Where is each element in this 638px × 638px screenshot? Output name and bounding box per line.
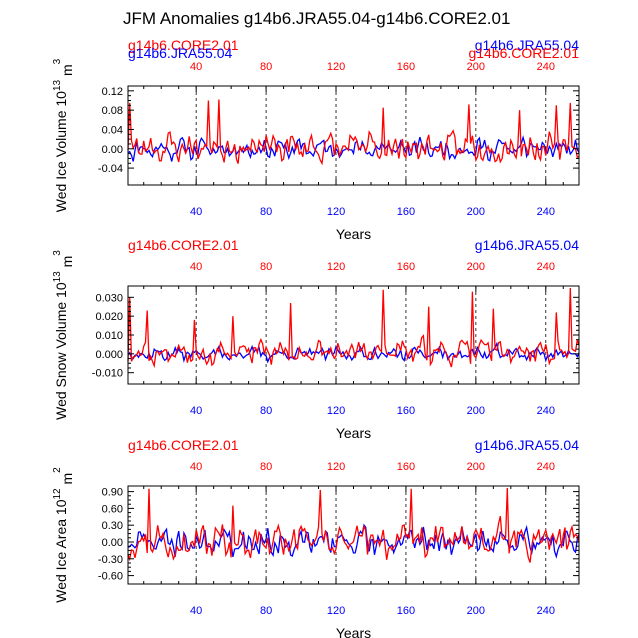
x-tick-label-top: 240: [537, 61, 555, 73]
x-tick-label-top: 40: [190, 461, 202, 473]
x-axis-title: Years: [336, 425, 371, 441]
x-tick-label-bottom: 80: [260, 605, 272, 617]
y-axis-title: Wed Ice Area 1012 m2: [52, 467, 75, 603]
x-tick-label-bottom: 160: [397, 405, 415, 417]
plot-frame: [127, 85, 580, 186]
series-label-jra-overlap: g14b6.JRA55.04: [128, 45, 233, 61]
y-tick-label: 0.60: [102, 503, 123, 515]
y-axis-title: Wed Ice Volume 1013 m3: [52, 58, 75, 212]
x-tick-label-bottom: 240: [537, 206, 555, 218]
y-tick-label: -0.04: [98, 163, 123, 175]
y-tick-label: -0.30: [98, 554, 123, 566]
series-line-g14b6-core2-01: [127, 287, 580, 369]
y-tick-label: 0.020: [95, 311, 123, 323]
x-tick-label-bottom: 240: [537, 405, 555, 417]
x-tick-label-bottom: 240: [537, 605, 555, 617]
x-tick-label-top: 200: [467, 261, 485, 273]
x-tick-label-bottom: 40: [190, 405, 202, 417]
x-tick-label-top: 120: [327, 61, 345, 73]
y-tick-label: 0.08: [102, 105, 123, 117]
series-label-core-overlap: g14b6.CORE2.01: [468, 45, 579, 61]
chart-panels: -0.04 0.00 0.04 0.08 0.12 40 40 80 80 120 120 160 16…: [52, 37, 580, 638]
figure-title: JFM Anomalies g14b6.JRA55.04-g14b6.CORE2…: [123, 9, 510, 28]
x-tick-label-top: 200: [467, 61, 485, 73]
x-axis-title: Years: [336, 625, 371, 638]
x-tick-label-bottom: 120: [327, 405, 345, 417]
x-tick-label-bottom: 200: [467, 605, 485, 617]
y-tick-label: -0.010: [92, 368, 123, 380]
series-line-g14b6-jra55-04: [127, 135, 580, 162]
series-label-core: g14b6.CORE2.01: [128, 437, 239, 453]
x-tick-label-bottom: 120: [327, 206, 345, 218]
x-tick-label-bottom: 120: [327, 605, 345, 617]
x-tick-label-top: 80: [260, 461, 272, 473]
y-tick-label: 0.00: [102, 144, 123, 156]
y-tick-label: 0.12: [102, 86, 123, 98]
y-tick-label: 0.000: [95, 349, 123, 361]
chart-panel-2: -0.010 0.000 0.010 0.020 0.030 40 40 80 80 120 120…: [52, 237, 580, 441]
x-tick-label-top: 200: [467, 461, 485, 473]
x-tick-label-bottom: 80: [260, 405, 272, 417]
x-tick-label-top: 80: [260, 261, 272, 273]
y-tick-label: 0.010: [95, 330, 123, 342]
x-tick-label-top: 160: [397, 261, 415, 273]
x-tick-label-top: 160: [397, 461, 415, 473]
x-tick-label-bottom: 160: [397, 206, 415, 218]
y-tick-label: 0.04: [102, 124, 123, 136]
series-label-core: g14b6.CORE2.01: [128, 37, 239, 53]
x-tick-label-top: 240: [537, 461, 555, 473]
y-tick-label: -0.60: [98, 571, 123, 583]
y-tick-label: 0.030: [95, 292, 123, 304]
x-tick-label-bottom: 80: [260, 206, 272, 218]
x-tick-label-top: 80: [260, 61, 272, 73]
x-tick-label-top: 240: [537, 261, 555, 273]
chart-panel-1: -0.04 0.00 0.04 0.08 0.12 40 40 80 80 120 120 160 16…: [52, 37, 580, 242]
y-tick-label: 0.90: [102, 487, 123, 499]
series-line-g14b6-core2-01: [127, 99, 580, 166]
series-line-g14b6-core2-01: [127, 487, 580, 563]
x-tick-label-bottom: 200: [467, 206, 485, 218]
x-axis-title: Years: [336, 226, 371, 242]
x-tick-label-bottom: 200: [467, 405, 485, 417]
x-tick-label-top: 40: [190, 261, 202, 273]
series-line-g14b6-jra55-04: [127, 341, 580, 364]
series-line-g14b6-jra55-04: [127, 523, 580, 559]
series-label-jra: g14b6.JRA55.04: [475, 437, 580, 453]
x-tick-label-top: 120: [327, 461, 345, 473]
x-tick-label-bottom: 40: [190, 605, 202, 617]
x-tick-label-top: 120: [327, 261, 345, 273]
series-label-jra: g14b6.JRA55.04: [475, 237, 580, 253]
y-tick-label: 0.30: [102, 520, 123, 532]
chart-panel-3: -0.60 -0.30 0.00 0.30 0.60 0.90 40 40 80 80 120 120…: [52, 437, 580, 638]
y-tick-label: 0.00: [102, 537, 123, 549]
series-label-jra: g14b6.JRA55.04: [475, 37, 580, 53]
x-tick-label-bottom: 160: [397, 605, 415, 617]
x-tick-label-top: 160: [397, 61, 415, 73]
y-axis-title: Wed Snow Volume 1013 m3: [52, 250, 75, 420]
series-label-core: g14b6.CORE2.01: [128, 237, 239, 253]
x-tick-label-top: 40: [190, 61, 202, 73]
x-tick-label-bottom: 40: [190, 206, 202, 218]
